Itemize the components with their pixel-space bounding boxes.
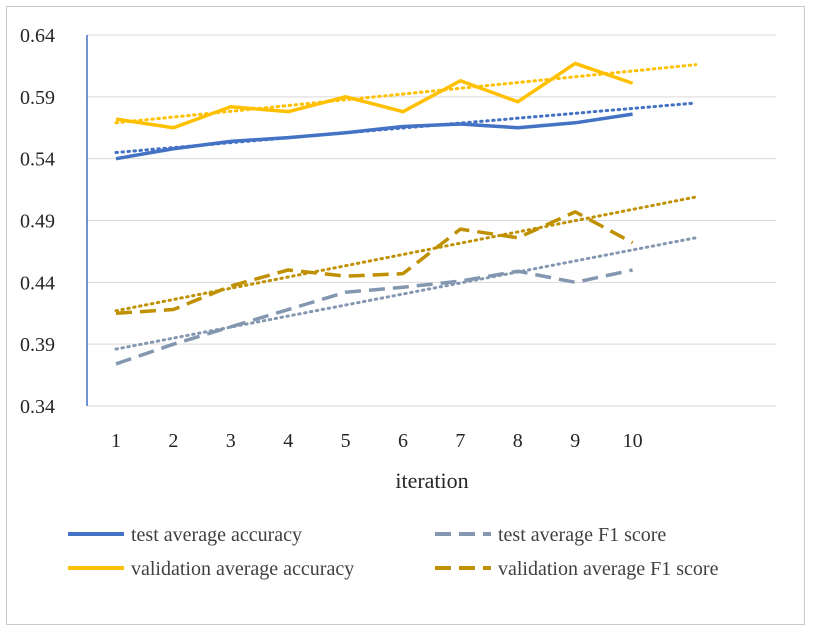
x-tick-label: 2 xyxy=(168,430,178,452)
x-tick-label: 5 xyxy=(341,430,351,452)
legend-label: test average accuracy xyxy=(131,524,302,546)
y-tick-label: 0.64 xyxy=(20,25,55,47)
y-axis-ticks: 0.34 0.39 0.44 0.49 0.54 0.59 0.64 xyxy=(20,25,55,418)
legend: test average accuracy test average F1 sco… xyxy=(68,524,719,580)
x-axis-title: iteration xyxy=(395,468,468,493)
y-tick-label: 0.54 xyxy=(20,149,55,171)
x-tick-label: 1 xyxy=(111,430,121,452)
data-series xyxy=(115,61,634,366)
x-tick-label: 6 xyxy=(398,430,408,452)
y-tick-label: 0.34 xyxy=(20,396,55,418)
y-tick-label: 0.39 xyxy=(20,334,55,356)
series-line xyxy=(115,61,634,130)
y-tick-label: 0.59 xyxy=(20,87,55,109)
trendlines xyxy=(114,63,698,351)
series-line xyxy=(115,268,633,366)
x-tick-label: 10 xyxy=(623,430,643,452)
x-tick-label: 3 xyxy=(226,430,236,452)
series-line xyxy=(115,210,634,315)
x-tick-label: 7 xyxy=(455,430,465,452)
y-tick-label: 0.44 xyxy=(20,272,55,294)
x-tick-label: 4 xyxy=(283,430,293,452)
x-tick-label: 9 xyxy=(570,430,580,452)
legend-label: test average F1 score xyxy=(498,524,666,546)
x-axis-ticks: 1 2 3 4 5 6 7 8 9 10 xyxy=(111,430,643,452)
series-line xyxy=(115,112,633,161)
x-tick-label: 8 xyxy=(513,430,523,452)
legend-label: validation average F1 score xyxy=(498,558,719,580)
legend-label: validation average accuracy xyxy=(131,558,354,580)
y-tick-label: 0.49 xyxy=(20,211,55,233)
